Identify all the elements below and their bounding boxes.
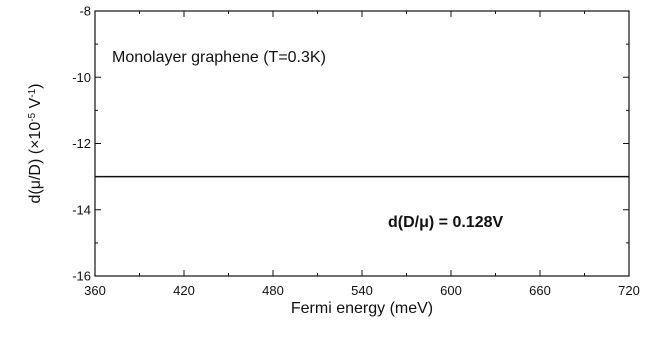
x-tick-label: 600 bbox=[440, 283, 462, 298]
y-tick-label: -10 bbox=[72, 70, 91, 85]
x-tick-label: 540 bbox=[351, 283, 373, 298]
tick-labels-layer: 360 420 480 540 600 660 720 -16 -14 -12 -10 -8 bbox=[72, 4, 640, 299]
plot-frame bbox=[94, 10, 630, 277]
y-axis-title-mid: V bbox=[27, 97, 44, 112]
y-axis-title-exp2: -1 bbox=[27, 88, 38, 97]
x-tick-label: 420 bbox=[173, 283, 195, 298]
y-axis-title-base: d(μ/D) (×10 bbox=[27, 122, 44, 204]
annotation-sample-label: Monolayer graphene (T=0.3K) bbox=[112, 49, 326, 66]
x-tick-label: 720 bbox=[618, 283, 640, 298]
y-tick-label: -14 bbox=[72, 202, 91, 217]
y-axis-title-exp1: -5 bbox=[27, 112, 38, 121]
y-tick-label: -12 bbox=[72, 136, 91, 151]
y-tick-label: -16 bbox=[72, 269, 91, 284]
annotation-value-label: d(D/μ) = 0.128V bbox=[388, 214, 503, 231]
y-tick-label: -8 bbox=[79, 4, 91, 19]
x-tick-label: 660 bbox=[529, 283, 551, 298]
x-tick-label: 360 bbox=[84, 283, 106, 298]
x-tick-label: 480 bbox=[262, 283, 284, 298]
y-axis-title-end: ) bbox=[27, 84, 44, 89]
y-axis-title: d(μ/D) (×10-5 V-1) bbox=[27, 84, 45, 204]
x-axis-title: Fermi energy (meV) bbox=[291, 300, 433, 317]
